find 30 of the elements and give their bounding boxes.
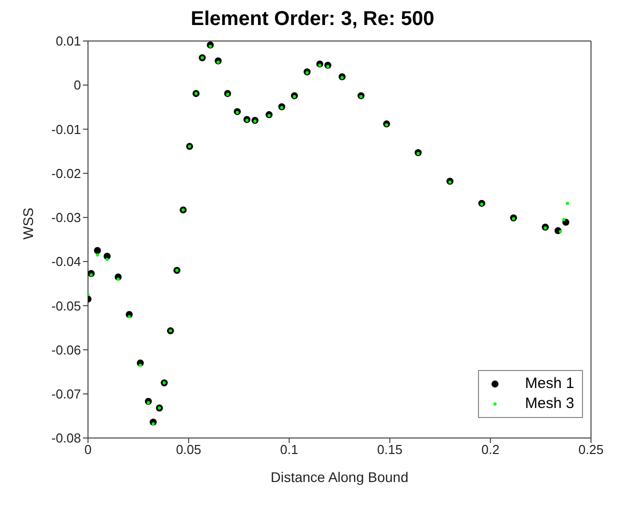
point xyxy=(566,202,570,205)
point xyxy=(562,218,566,222)
y-tick-label: 0 xyxy=(74,78,81,93)
y-tick-label: -0.04 xyxy=(51,254,81,270)
point xyxy=(116,278,120,281)
point xyxy=(106,258,109,261)
y-tick-label: -0.02 xyxy=(51,166,81,181)
y-tick-label: -0.08 xyxy=(51,430,81,446)
point xyxy=(138,364,142,367)
y-tick-label: -0.05 xyxy=(51,298,81,314)
y-tick-label: -0.07 xyxy=(51,386,81,402)
y-tick-label: -0.06 xyxy=(51,342,81,358)
point xyxy=(94,247,101,254)
x-tick-label: 0.2 xyxy=(481,442,500,458)
chart-title: Element Order: 3, Re: 500 xyxy=(190,8,436,32)
y-axis-title: WSS xyxy=(20,208,36,240)
point xyxy=(558,230,562,234)
x-tick-label: 0.05 xyxy=(176,442,202,458)
x-tick-label: 0 xyxy=(84,442,92,458)
y-tick-label: 0.01 xyxy=(56,34,81,49)
legend-label: Mesh 3 xyxy=(525,394,574,414)
x-tick-label: 0.1 xyxy=(280,442,298,458)
y-tick-label: -0.01 xyxy=(51,122,81,137)
y-tick-label: -0.03 xyxy=(51,210,81,226)
point xyxy=(96,253,100,257)
x-tick-label: 0.15 xyxy=(377,442,402,458)
legend-label: Mesh 1 xyxy=(525,374,574,394)
point xyxy=(128,315,131,318)
x-axis-title: Distance Along Bound xyxy=(270,469,408,485)
x-tick-label: 0.25 xyxy=(578,442,604,458)
